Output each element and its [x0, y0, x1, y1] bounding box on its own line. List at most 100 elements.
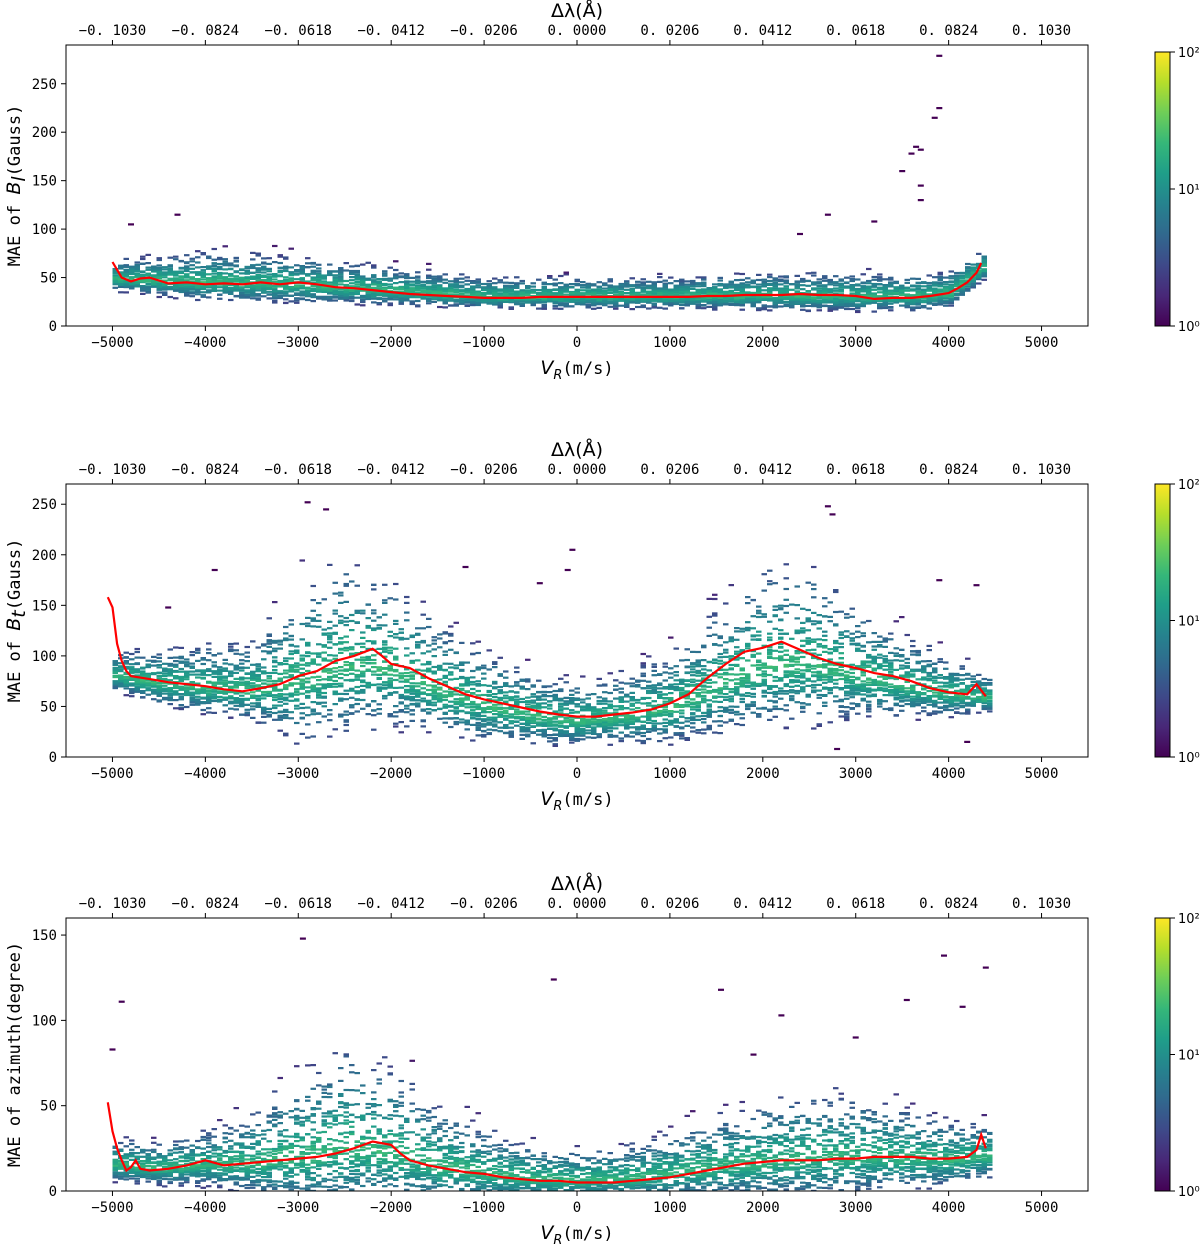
density-bin: [255, 689, 261, 692]
density-bin: [200, 687, 206, 690]
density-bin: [860, 302, 866, 305]
density-bin: [167, 267, 173, 271]
density-bin: [728, 303, 734, 306]
top-tick-label: 0. 0618: [826, 23, 885, 39]
density-bin: [156, 677, 162, 680]
density-bin: [833, 275, 839, 278]
density-bin: [915, 281, 921, 284]
outlier-bin: [797, 232, 803, 236]
density-bin: [266, 675, 272, 678]
density-bin: [129, 271, 135, 274]
density-bin: [778, 301, 784, 304]
density-bin: [937, 273, 943, 276]
density-bin: [189, 257, 195, 260]
density-bin: [415, 284, 421, 287]
density-bin: [530, 301, 536, 304]
density-bin: [140, 270, 146, 273]
density-bin: [272, 659, 278, 662]
density-bin: [145, 262, 151, 265]
density-bin: [558, 282, 564, 285]
density-bin: [140, 275, 146, 278]
density-bin: [178, 278, 184, 282]
y-tick-label: 100: [32, 222, 57, 238]
density-bin: [574, 291, 580, 294]
density-bin: [112, 270, 118, 273]
density-bin: [932, 288, 938, 291]
density-bin: [585, 282, 591, 285]
density-bin: [387, 287, 393, 290]
density-bin: [690, 298, 696, 301]
density-bin: [706, 296, 712, 299]
density-bin: [415, 299, 421, 303]
density-bin: [167, 265, 173, 268]
density-bin: [151, 285, 157, 288]
density-bin: [354, 277, 360, 281]
density-bin: [640, 287, 646, 290]
density-bin: [580, 303, 586, 306]
density-bin: [255, 679, 261, 682]
density-bin: [915, 294, 921, 297]
density-bin: [156, 681, 162, 684]
density-bin: [250, 289, 256, 293]
density-bin: [921, 304, 927, 308]
density-bin: [904, 281, 910, 284]
density-bin: [233, 708, 239, 711]
density-bin: [123, 671, 129, 674]
density-bin: [222, 283, 228, 287]
density-bin: [503, 284, 509, 287]
density-bin: [426, 280, 432, 283]
density-bin: [855, 310, 861, 314]
density-bin: [503, 281, 509, 284]
density-bin: [167, 270, 173, 273]
density-bin: [211, 693, 217, 696]
density-bin: [833, 307, 839, 311]
density-bin: [530, 299, 536, 302]
density-bin: [486, 292, 492, 295]
density-bin: [580, 292, 586, 295]
density-bin: [684, 280, 690, 283]
density-bins: [112, 501, 993, 751]
density-bin: [932, 295, 938, 299]
density-bin: [723, 301, 729, 304]
density-bin: [651, 306, 657, 309]
density-bin: [167, 694, 173, 697]
density-bin: [706, 300, 712, 304]
density-bin: [173, 699, 179, 702]
density-bin: [244, 293, 250, 297]
density-bin: [640, 304, 646, 307]
density-bin: [184, 705, 190, 709]
density-bin: [255, 697, 261, 700]
density-bin: [893, 301, 899, 304]
density-bin: [338, 273, 344, 276]
outlier-bin: [936, 107, 943, 110]
density-bin: [679, 279, 685, 282]
density-bin: [893, 298, 899, 301]
density-bin: [877, 283, 883, 286]
density-bin: [591, 299, 597, 302]
density-bin: [684, 304, 690, 307]
density-bin: [189, 698, 195, 702]
density-bin: [558, 274, 564, 278]
density-bin: [965, 287, 971, 290]
density-bin: [508, 299, 514, 302]
density-bin: [437, 288, 443, 291]
density-bin: [717, 296, 723, 299]
density-bin: [437, 277, 443, 280]
density-bin: [981, 263, 987, 267]
density-bin: [266, 281, 272, 284]
density-bin: [310, 295, 316, 298]
density-bin: [673, 289, 679, 292]
density-bin: [860, 273, 866, 276]
density-bin: [767, 276, 773, 279]
density-bin: [921, 281, 927, 284]
density-bin: [222, 662, 228, 665]
density-bin: [206, 289, 212, 292]
density-bin: [156, 699, 162, 702]
density-bin: [376, 285, 382, 288]
density-bin: [283, 256, 289, 259]
density-bin: [195, 271, 201, 274]
density-bin: [761, 304, 767, 307]
density-bin: [585, 306, 591, 309]
density-bin: [981, 274, 987, 277]
density-bin: [739, 292, 745, 295]
